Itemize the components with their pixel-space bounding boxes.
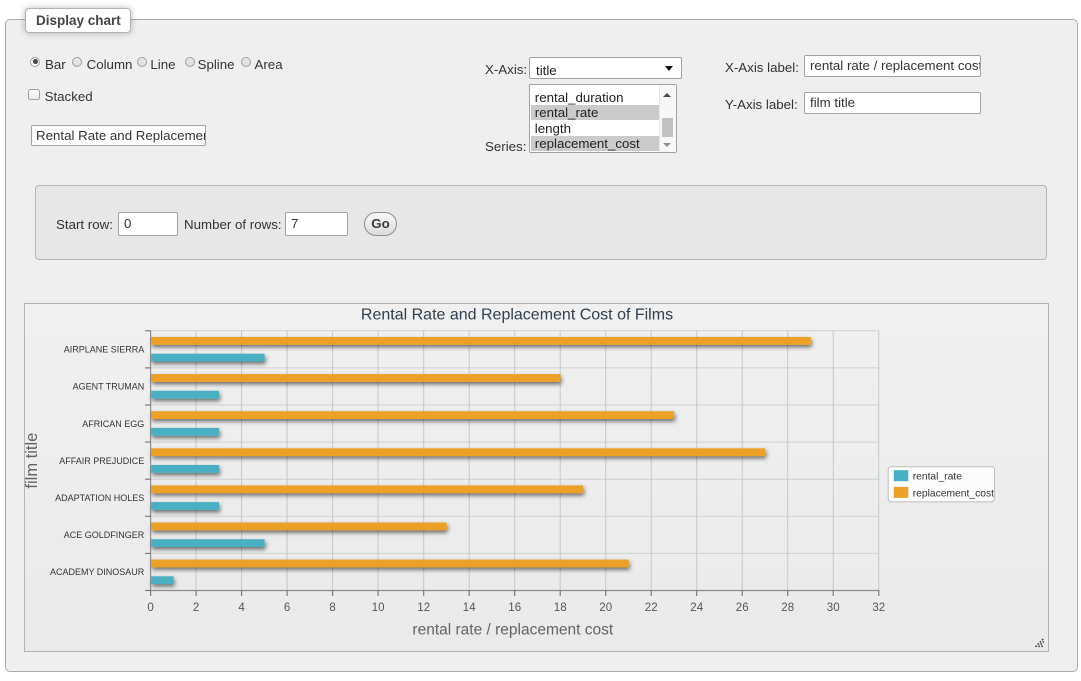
svg-text:AGENT TRUMAN: AGENT TRUMAN bbox=[73, 382, 145, 392]
svg-text:6: 6 bbox=[284, 602, 290, 614]
svg-text:28: 28 bbox=[781, 602, 794, 614]
svg-text:AFFAIR PREJUDICE: AFFAIR PREJUDICE bbox=[59, 456, 144, 466]
svg-text:Rental Rate and Replacement Co: Rental Rate and Replacement Cost of Film… bbox=[361, 306, 673, 323]
svg-text:18: 18 bbox=[554, 602, 567, 614]
svg-text:film title: film title bbox=[24, 433, 41, 489]
svg-text:0: 0 bbox=[147, 602, 153, 614]
svg-text:30: 30 bbox=[827, 602, 840, 614]
svg-text:10: 10 bbox=[372, 602, 385, 614]
svg-text:32: 32 bbox=[872, 602, 885, 614]
svg-text:ADAPTATION HOLES: ADAPTATION HOLES bbox=[55, 493, 144, 503]
svg-text:2: 2 bbox=[193, 602, 199, 614]
svg-text:rental_rate: rental_rate bbox=[913, 472, 963, 483]
svg-text:14: 14 bbox=[463, 602, 476, 614]
svg-text:20: 20 bbox=[599, 602, 612, 614]
svg-text:8: 8 bbox=[329, 602, 335, 614]
svg-text:12: 12 bbox=[417, 602, 430, 614]
svg-text:22: 22 bbox=[645, 602, 658, 614]
svg-text:24: 24 bbox=[690, 602, 703, 614]
svg-text:ACE GOLDFINGER: ACE GOLDFINGER bbox=[64, 530, 145, 540]
svg-text:AIRPLANE SIERRA: AIRPLANE SIERRA bbox=[64, 345, 145, 355]
svg-text:ACADEMY DINOSAUR: ACADEMY DINOSAUR bbox=[50, 567, 145, 577]
svg-text:replacement_cost: replacement_cost bbox=[913, 488, 994, 499]
svg-text:rental rate / replacement cost: rental rate / replacement cost bbox=[412, 622, 613, 639]
svg-text:AFRICAN EGG: AFRICAN EGG bbox=[82, 419, 144, 429]
svg-text:16: 16 bbox=[508, 602, 521, 614]
svg-text:26: 26 bbox=[736, 602, 749, 614]
svg-text:4: 4 bbox=[238, 602, 245, 614]
